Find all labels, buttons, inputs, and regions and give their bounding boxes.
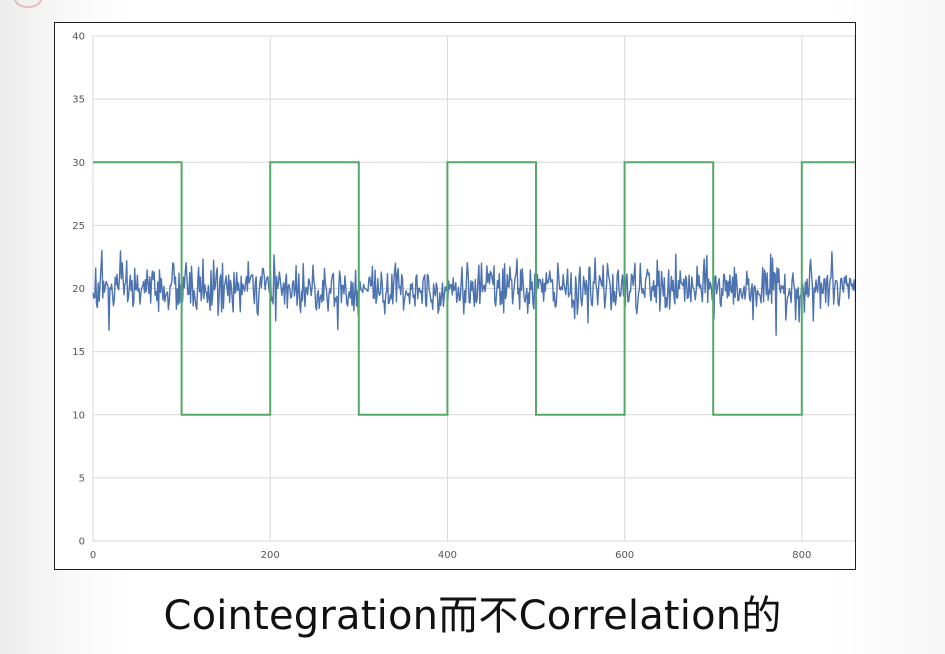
x-tick-label: 200 — [261, 550, 280, 561]
y-tick-label: 35 — [72, 95, 85, 106]
x-tick-label: 0 — [90, 550, 96, 561]
x-tick-label: 800 — [792, 550, 811, 561]
slide-caption: Cointegration而不Correlation的 — [163, 593, 782, 639]
y-tick-label: 25 — [72, 221, 85, 232]
noise-series-line — [92, 249, 855, 336]
y-tick-label: 20 — [72, 284, 85, 295]
series-layer — [92, 161, 855, 416]
square-wave-series-line — [93, 161, 855, 416]
y-tick-label: 10 — [72, 410, 85, 421]
y-tick-label: 0 — [79, 537, 85, 548]
y-tick-label: 40 — [72, 32, 85, 43]
y-tick-label: 30 — [72, 158, 85, 169]
chart-figure: 0 5 10 15 20 25 30 35 40 0 200 400 600 800 — [54, 22, 856, 570]
y-tick-label: 5 — [79, 473, 85, 484]
x-tick-label: 600 — [615, 550, 634, 561]
y-tick-label: 15 — [72, 347, 85, 358]
x-tick-label: 400 — [438, 550, 457, 561]
